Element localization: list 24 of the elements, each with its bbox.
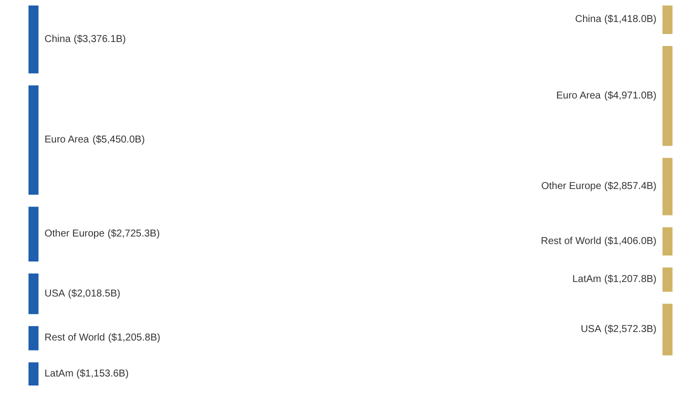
data-label: ($1,153.6B)	[76, 368, 129, 380]
data-label: ($1,205.8B)	[108, 332, 160, 344]
data-label: ($4,971.0B)	[604, 90, 657, 102]
data-label: ($1,406.0B)	[604, 236, 657, 247]
data-label: ($3,376.1B)	[74, 34, 126, 45]
data-label: ($2,725.3B)	[108, 228, 160, 240]
category-label: USA	[44, 288, 66, 300]
category-label: Rest of World	[540, 236, 602, 247]
category-label: Other Europe	[541, 181, 602, 192]
data-label: ($1,207.8B)	[604, 274, 657, 286]
category-label: Euro Area	[44, 134, 90, 146]
category-label: China	[44, 34, 72, 45]
category-label: Euro Area	[556, 90, 602, 102]
category-label: USA	[580, 324, 602, 336]
data-label: ($2,018.5B)	[68, 288, 120, 300]
category-label: Other Europe	[44, 228, 105, 240]
category-label: Rest of World	[44, 332, 105, 344]
data-label: ($1,418.0B)	[604, 14, 657, 26]
category-label: LatAm	[572, 274, 602, 286]
category-label: China	[575, 14, 602, 26]
data-label: ($2,857.4B)	[604, 181, 657, 192]
data-label: ($5,450.0B)	[92, 134, 145, 146]
data-label: ($2,572.3B)	[604, 324, 657, 336]
category-label: LatAm	[44, 368, 74, 380]
